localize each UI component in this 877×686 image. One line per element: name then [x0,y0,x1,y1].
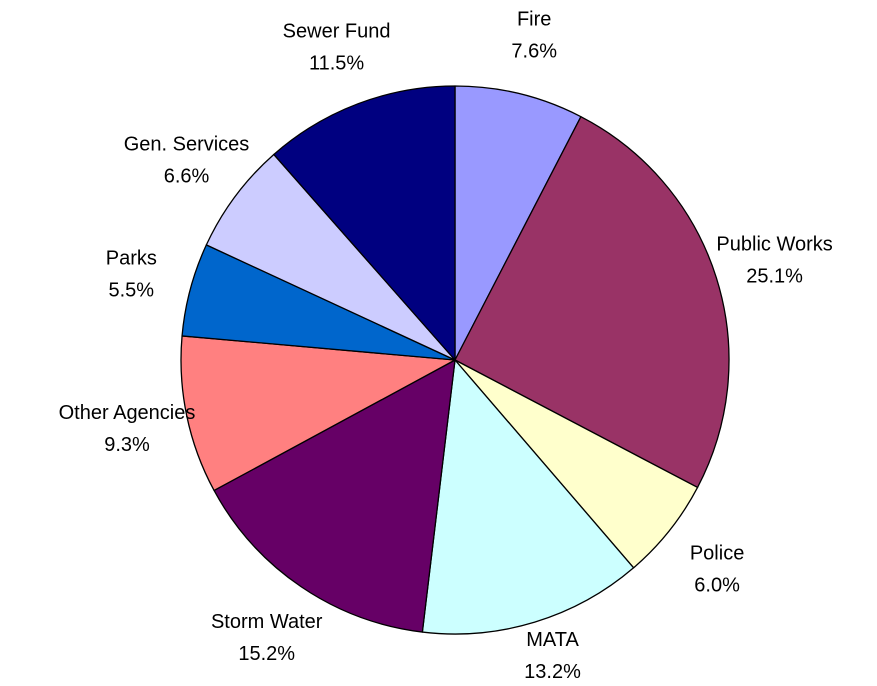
slice-percent-other-agencies: 9.3% [104,434,150,456]
pie-slice-storm-water [213,359,456,633]
slice-percent-gen-services: 6.6% [164,166,210,188]
slice-label-sewer-fund: Sewer Fund [283,21,391,43]
pie-labels: Fire 7.6% Public Works 25.1% Police 6.0% MATA 1… [59,9,833,684]
slice-percent-fire: 7.6% [511,41,557,63]
slice-percent-storm-water: 15.2% [238,643,295,665]
pie-slice-public-works [454,116,730,489]
slice-label-mata: MATA [526,629,579,651]
pie-slice-sewer-fund [273,85,456,361]
slice-label-other-agencies: Other Agencies [59,402,196,424]
pie-slice-other-agencies [180,335,456,492]
slice-label-storm-water: Storm Water [211,611,323,633]
slice-label-fire: Fire [517,9,551,31]
pie-slices [180,85,730,635]
slice-percent-sewer-fund: 11.5% [309,53,364,75]
slice-label-public-works: Public Works [716,234,832,256]
slice-percent-public-works: 25.1% [746,266,803,288]
slice-label-parks: Parks [106,248,157,270]
pie-slice-gen-services [205,153,456,361]
slice-label-gen-services: Gen. Services [124,134,250,156]
pie-slice-fire [454,85,582,361]
slice-label-police: Police [690,543,744,565]
slice-percent-parks: 5.5% [109,280,155,302]
pie-slice-mata [421,359,635,635]
slice-percent-mata: 13.2% [524,661,581,683]
slice-percent-police: 6.0% [694,575,740,597]
